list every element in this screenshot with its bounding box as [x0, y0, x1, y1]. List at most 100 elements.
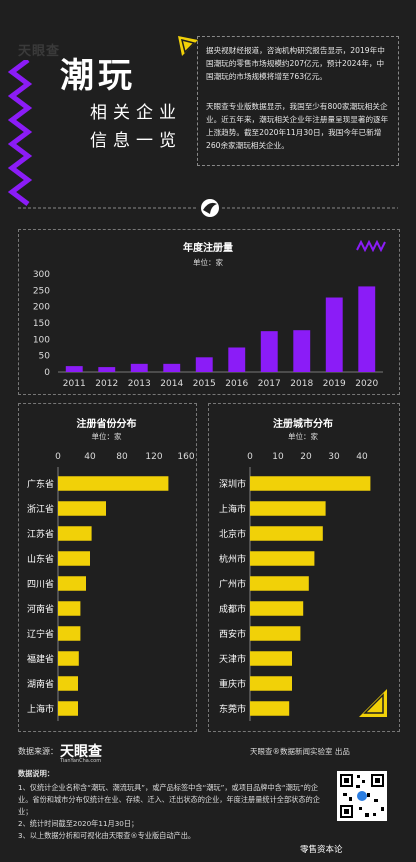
page-title: 潮玩 [60, 56, 136, 96]
x-tick-label: 80 [116, 452, 128, 462]
category-label: 湖南省 [27, 678, 54, 690]
bar-广东省 [58, 476, 169, 491]
source-label: 数据来源： [18, 747, 58, 756]
x-tick-label: 160 [177, 452, 194, 462]
category-label: 成都市 [219, 603, 246, 615]
x-tick-label: 10 [272, 452, 284, 462]
bar-江苏省 [58, 526, 92, 541]
x-tick-label: 40 [84, 452, 96, 462]
bar-2014 [163, 363, 181, 372]
x-tick-label: 2017 [258, 379, 281, 389]
bar-北京市 [250, 526, 323, 541]
bar-福建省 [58, 651, 79, 666]
category-label: 北京市 [219, 528, 246, 540]
brand-sub-footer: TianYanCha.com [60, 758, 102, 764]
bar-河南省 [58, 601, 81, 616]
bar-浙江省 [58, 501, 106, 516]
annual-bar-chart: 0 50 100 150 200 250 300 2011 2012 2013 2014 2015 20… [33, 270, 383, 389]
category-label: 杭州市 [219, 553, 246, 565]
bar-杭州市 [250, 551, 315, 566]
bar-西安市 [250, 626, 301, 641]
x-tick-label: 40 [356, 452, 368, 462]
triangle-decoration-top [178, 36, 198, 56]
y-tick-label: 300 [33, 270, 50, 280]
bar-2016 [228, 347, 246, 372]
x-tick-label: 0 [55, 452, 61, 462]
intro-paragraph-2: 天眼查专业版数据显示，我国至少有800家潮玩相关企业。近五年来，潮玩相关企业年注… [206, 102, 389, 150]
brand-logo-top: 天眼查 [18, 44, 61, 59]
city-chart-title: 注册城市分布 [273, 419, 333, 430]
x-tick-label: 2015 [193, 379, 216, 389]
note-3: 3、以上数据分析和可视化由天眼查®专业版自动产出。 [18, 831, 196, 840]
zigzag-decoration-left [8, 60, 33, 206]
bar-2018 [293, 330, 311, 372]
city-chart-panel [208, 403, 400, 732]
bar-东莞市 [250, 701, 290, 716]
x-tick-label: 30 [328, 452, 340, 462]
note-2: 2、统计时间截至2020年11月30日； [18, 819, 139, 828]
category-label: 四川省 [27, 578, 54, 590]
x-tick-label: 2020 [355, 379, 378, 389]
note-1: 1、仅统计企业名称含“潮玩、潮流玩具”，或产品标签中含“潮玩”，或项目品牌中含“… [18, 783, 320, 816]
bar-上海市 [58, 701, 78, 716]
province-chart-title: 注册省份分布 [76, 419, 137, 430]
y-tick-label: 0 [44, 368, 50, 378]
bar-山东省 [58, 551, 90, 566]
triangle-decoration-bottom [359, 689, 387, 717]
bar-2020 [358, 286, 376, 372]
province-chart-panel [18, 403, 197, 732]
bar-重庆市 [250, 676, 292, 691]
bar-湖南省 [58, 676, 78, 691]
x-tick-label: 2011 [63, 379, 86, 389]
category-label: 上海市 [27, 703, 54, 715]
bar-深圳市 [250, 476, 371, 491]
category-label: 广州市 [219, 578, 246, 590]
y-tick-label: 200 [33, 303, 50, 313]
x-tick-label: 2013 [128, 379, 151, 389]
province-bar-chart: 0 40 80 120 160 广东省浙江省江苏省山东省四川省河南省辽宁省福建省湖南省上海… [27, 452, 195, 721]
intro-paragraph-1: 据央视财经报道，咨询机构研究报告显示，2019年中国潮玩的零售市场规模约207亿… [206, 46, 385, 81]
watermark: 零售资本论 [300, 845, 343, 855]
category-label: 浙江省 [27, 503, 54, 515]
annual-chart-panel [18, 229, 400, 395]
bar-2011 [65, 366, 83, 372]
category-label: 福建省 [27, 653, 54, 665]
x-tick-label: 2016 [225, 379, 248, 389]
bar-广州市 [250, 576, 309, 591]
category-label: 广东省 [27, 478, 54, 490]
intro-box: 据央视财经报道，咨询机构研究报告显示，2019年中国潮玩的零售市场规模约207亿… [197, 36, 399, 166]
bar-2015 [195, 357, 213, 372]
annual-chart-title: 年度注册量 [183, 243, 233, 254]
section-divider [18, 199, 398, 217]
x-tick-label: 0 [247, 452, 253, 462]
category-label: 辽宁省 [27, 628, 54, 640]
category-label: 西安市 [219, 628, 246, 640]
category-label: 河南省 [27, 603, 54, 615]
x-tick-label: 120 [145, 452, 162, 462]
bar-成都市 [250, 601, 304, 616]
category-label: 山东省 [27, 553, 54, 565]
bar-2013 [130, 363, 148, 372]
x-tick-label: 2012 [95, 379, 118, 389]
province-chart-unit: 单位：家 [91, 432, 122, 441]
bar-上海市 [250, 501, 326, 516]
y-tick-label: 50 [39, 352, 51, 362]
bar-辽宁省 [58, 626, 81, 641]
x-tick-label: 2014 [160, 379, 183, 389]
y-tick-label: 250 [33, 286, 50, 296]
notes-title: 数据说明： [18, 769, 54, 778]
x-tick-label: 2018 [290, 379, 313, 389]
category-label: 东莞市 [219, 703, 246, 715]
category-label: 深圳市 [219, 478, 246, 490]
brand-logo-footer: 天眼查 [60, 744, 102, 760]
y-tick-label: 150 [33, 319, 50, 329]
y-tick-label: 100 [33, 335, 50, 345]
page-subtitle-line1: 相关企业 [90, 103, 182, 123]
bar-2017 [260, 331, 278, 372]
lab-credit: 天眼查®数据新闻实验室 出品 [250, 747, 350, 756]
page-subtitle-line2: 信息一览 [90, 131, 182, 151]
bar-2019 [325, 297, 343, 372]
x-tick-label: 2019 [323, 379, 346, 389]
qr-code-pattern [340, 774, 384, 818]
